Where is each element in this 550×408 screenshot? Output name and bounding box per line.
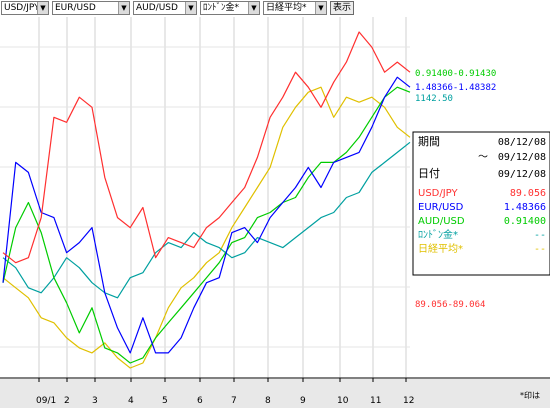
toolbar: USD/JPY ▼ EUR/USD ▼ AUD/USD ▼ ﾛﾝﾄﾞﾝ金* ▼ … [0, 0, 550, 17]
pair-select-1[interactable]: USD/JPY ▼ [1, 1, 49, 15]
info-row-name: ﾛﾝﾄﾞﾝ金* [418, 228, 458, 241]
pair-select-5-value: 日経平均* [266, 3, 307, 13]
date-value: 09/12/08 [498, 169, 546, 180]
chevron-down-icon[interactable]: ▼ [118, 2, 129, 14]
chevron-down-icon[interactable]: ▼ [248, 2, 259, 14]
info-panel-frame [412, 131, 550, 276]
x-tick-labels: 09/1 2 3 4 5 6 7 8 9 10 11 12 [36, 378, 414, 406]
x-tick-label: 11 [370, 396, 381, 406]
series-lines [2, 31, 411, 369]
x-tick-label: 8 [265, 396, 271, 406]
x-tick-label: 10 [337, 396, 349, 406]
pair-select-5[interactable]: 日経平均* ▼ [263, 1, 327, 15]
info-row-value: -- [534, 244, 546, 255]
x-tick-label: 6 [197, 396, 203, 406]
info-row-value: -- [534, 230, 546, 241]
grid [0, 17, 410, 378]
period-label: 期間 [418, 135, 440, 148]
x-axis-band [0, 379, 550, 408]
series-end-label: 0.91400-0.91430 [415, 69, 496, 79]
pair-select-2-value: EUR/USD [55, 3, 96, 13]
footnote: *印は [520, 391, 540, 400]
pair-select-3-value: AUD/USD [136, 3, 178, 13]
x-tick-label: 3 [92, 396, 98, 406]
info-rows: USD/JPY 89.056 EUR/USD 1.48366 AUD/USD 0.9140… [418, 188, 546, 255]
x-tick-label: 4 [128, 396, 134, 406]
series-line [2, 76, 411, 354]
info-row-name: 日経平均* [418, 242, 463, 255]
series-line [2, 86, 411, 364]
series-line [2, 86, 411, 369]
period-start: 08/12/08 [498, 137, 546, 148]
x-tick-label: 7 [231, 396, 237, 406]
info-row-name: AUD/USD [418, 216, 465, 227]
series-end-label: 1142.50 [415, 94, 453, 104]
x-tick-label: 12 [403, 396, 414, 406]
chevron-down-icon[interactable]: ▼ [185, 2, 196, 14]
period-end: 09/12/08 [498, 152, 546, 163]
pair-select-4-value: ﾛﾝﾄﾞﾝ金* [203, 3, 240, 13]
series-line [2, 31, 411, 264]
chevron-down-icon[interactable]: ▼ [315, 2, 326, 14]
x-tick-label: 09/1 [36, 396, 56, 406]
pair-select-1-value: USD/JPY [4, 3, 40, 13]
chevron-down-icon[interactable]: ▼ [37, 2, 48, 14]
series-end-label: 89.056-89.064 [415, 300, 485, 310]
info-row-name: EUR/USD [418, 202, 464, 213]
info-row-value: 89.056 [510, 188, 546, 199]
x-tick-label: 2 [64, 396, 70, 406]
info-panel: 期間 08/12/08 〜 09/12/08 日付 09/12/08 USD/J… [412, 131, 550, 276]
period-separator: 〜 [478, 152, 488, 163]
pair-select-3[interactable]: AUD/USD ▼ [133, 1, 197, 15]
info-row-name: USD/JPY [418, 188, 458, 199]
x-tick-label: 5 [162, 396, 168, 406]
series-line [2, 141, 411, 299]
date-label: 日付 [418, 167, 440, 180]
series-end-label: 1.48366-1.48382 [415, 83, 496, 93]
x-tick-label: 9 [300, 396, 306, 406]
pair-select-2[interactable]: EUR/USD ▼ [52, 1, 130, 15]
info-row-value: 1.48366 [504, 202, 546, 213]
info-row-value: 0.91400 [504, 216, 546, 227]
pair-select-4[interactable]: ﾛﾝﾄﾞﾝ金* ▼ [200, 1, 260, 15]
show-button[interactable]: 表示 [330, 1, 354, 15]
